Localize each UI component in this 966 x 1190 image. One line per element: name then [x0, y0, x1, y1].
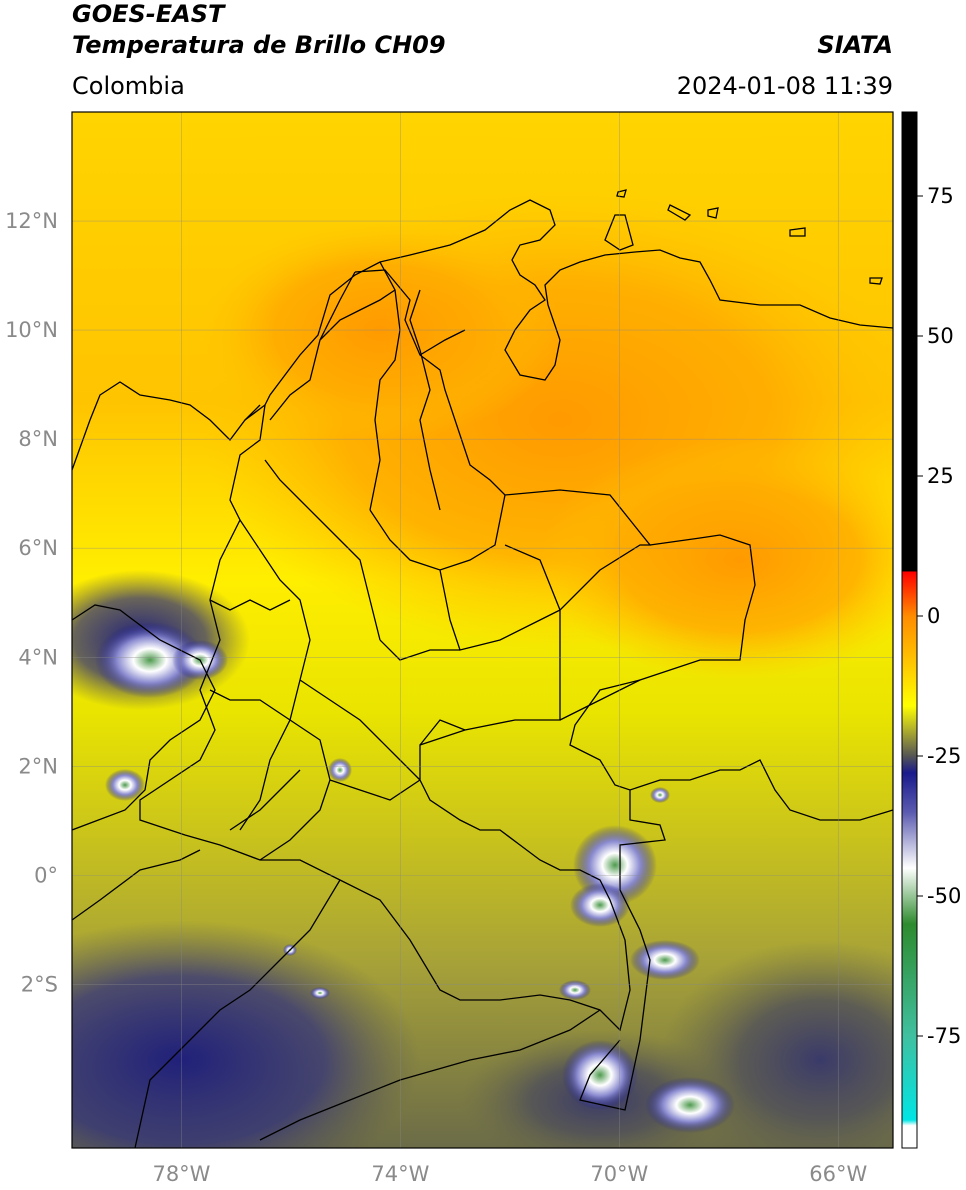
lon-tick-label: 66°W — [809, 1162, 867, 1186]
lon-tick-label: 78°W — [152, 1162, 210, 1186]
satellite-title: GOES-EAST — [72, 0, 225, 28]
lon-tick-label: 74°W — [371, 1162, 429, 1186]
longitude-tick-labels: 78°W 74°W 70°W 66°W — [152, 1162, 867, 1186]
lat-tick-label: 2°S — [21, 972, 58, 996]
colorbar-tick-label: -75 — [927, 1024, 961, 1048]
colorbar-fill — [902, 112, 917, 1148]
latitude-tick-labels: 12°N 10°N 8°N 6°N 4°N 2°N 0° 2°S — [5, 209, 58, 996]
colorbar-frame — [901, 111, 918, 1149]
gridlines — [72, 112, 893, 1148]
lon-tick-label: 70°W — [590, 1162, 648, 1186]
colorbar-tick-label: -50 — [927, 884, 961, 908]
lat-tick-label: 10°N — [5, 318, 58, 342]
coastlines-and-borders — [72, 189, 893, 1148]
lat-tick-label: 12°N — [5, 209, 58, 233]
lat-tick-label: 4°N — [18, 645, 58, 669]
colorbar-tick-label: 50 — [927, 324, 954, 348]
region-label: Colombia — [72, 72, 185, 100]
satellite-image — [72, 112, 893, 1148]
colorbar-tick-label: 25 — [927, 464, 954, 488]
colorbar-tick-label: 75 — [927, 184, 954, 208]
lat-tick-label: 0° — [34, 863, 58, 887]
colorbar: 75 50 25 0 -25 -50 -75 — [901, 111, 961, 1149]
lat-tick-label: 6°N — [18, 536, 58, 560]
map-frame — [71, 111, 894, 1149]
datetime-label: 2024-01-08 11:39 — [676, 72, 893, 100]
lat-tick-label: 8°N — [18, 427, 58, 451]
colorbar-tick-label: -25 — [927, 744, 961, 768]
colorbar-tick-label: 0 — [927, 604, 940, 628]
source-label: SIATA — [817, 31, 893, 59]
product-title: Temperatura de Brillo CH09 — [72, 31, 446, 59]
lat-tick-label: 2°N — [18, 754, 58, 778]
